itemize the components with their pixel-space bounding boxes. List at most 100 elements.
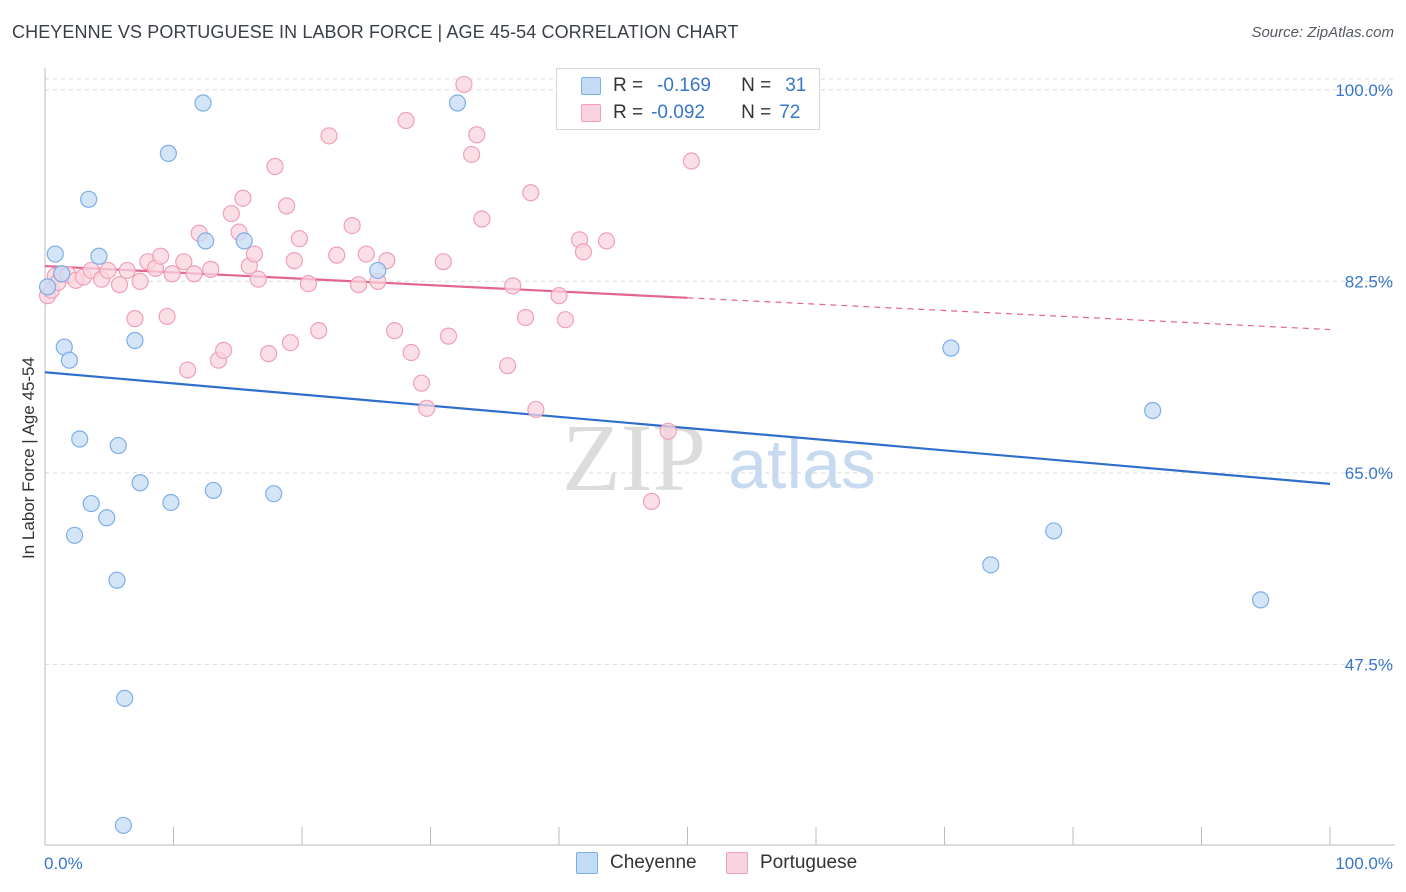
cheyenne-point [60, 351, 79, 369]
portuguese-point [455, 75, 473, 94]
portuguese-point [290, 230, 309, 248]
cheyenne-swatch [576, 852, 598, 874]
cheyenne-point [982, 556, 1000, 574]
cheyenne-point [235, 232, 253, 250]
portuguese-point [110, 276, 129, 294]
portuguese-point [277, 197, 296, 215]
y-axis-label: In Labor Force | Age 45-54 [19, 357, 38, 559]
chart-title: CHEYENNE VS PORTUGUESE IN LABOR FORCE | … [12, 22, 739, 42]
portuguese-point [499, 357, 517, 375]
portuguese-point [357, 245, 375, 263]
cheyenne-point [204, 481, 222, 500]
portuguese-point [468, 126, 486, 144]
portuguese-point [439, 327, 458, 345]
legend-row-portuguese: R = -0.092 N = 72 [581, 101, 800, 125]
portuguese-point [245, 245, 264, 263]
legend-r-value: -0.169 [657, 75, 711, 96]
portuguese-point [385, 322, 404, 340]
cheyenne-point [65, 526, 84, 544]
portuguese-point [397, 111, 415, 130]
cheyenne-point [194, 94, 212, 112]
cheyenne-point [1144, 401, 1162, 420]
portuguese-point [175, 253, 193, 271]
cheyenne-point [98, 509, 116, 527]
x-tick-label: 0.0% [44, 854, 83, 873]
tick-labels: 47.5% 65.0% 82.5% 100.0% 0.0% 100.0% [44, 81, 1393, 873]
portuguese-point [259, 345, 278, 363]
portuguese-point [126, 310, 144, 328]
portuguese-point [158, 307, 176, 326]
legend-r-label: R = [613, 102, 644, 123]
cheyenne-point [46, 245, 64, 263]
cheyenne-point [109, 436, 127, 455]
x-tick-label: 100.0% [1335, 854, 1393, 873]
portuguese-point [202, 260, 220, 278]
cheyenne-point [90, 247, 108, 265]
bottom-legend-cheyenne: Cheyenne [576, 852, 697, 874]
portuguese-point [320, 127, 338, 145]
cheyenne-point [448, 94, 467, 112]
portuguese-point [131, 272, 149, 291]
portuguese-point [434, 253, 452, 271]
portuguese-point [118, 261, 136, 280]
portuguese-point [343, 216, 361, 235]
cheyenne-point [131, 474, 149, 492]
y-tick-label: 100.0% [1335, 81, 1393, 100]
portuguese-point [418, 399, 436, 417]
portuguese-point [152, 247, 170, 265]
portuguese-point [659, 422, 677, 440]
legend-n-value: 72 [779, 102, 801, 123]
cheyenne-point [114, 816, 132, 834]
portuguese-point [556, 311, 575, 329]
cheyenne-point [265, 485, 283, 503]
portuguese-point [266, 157, 284, 176]
bottom-legend-portuguese: Portuguese [726, 852, 857, 874]
legend-row-cheyenne: R = -0.169 N = 31 [581, 74, 806, 98]
cheyenne-point [942, 339, 960, 357]
cheyenne-point [1045, 522, 1063, 540]
portuguese-point [310, 322, 328, 340]
portuguese-point [349, 276, 368, 294]
cheyenne-point [162, 493, 180, 512]
portuguese-point [299, 274, 318, 293]
legend-r-value: -0.092 [651, 102, 705, 123]
cheyenne-point [38, 278, 57, 296]
cheyenne-point [116, 689, 134, 707]
cheyenne-point [197, 232, 215, 250]
portuguese-point [222, 204, 240, 223]
cheyenne-point [126, 331, 144, 350]
portuguese-point [597, 232, 616, 250]
y-tick-label: 65.0% [1345, 464, 1393, 483]
portuguese-point [328, 246, 346, 264]
legend-n-label: N = [741, 102, 772, 123]
portuguese-point [412, 374, 431, 392]
legend-item-label: Portuguese [760, 852, 858, 873]
portuguese-point [642, 492, 661, 510]
data-points [38, 75, 1270, 834]
cheyenne-point [82, 494, 100, 513]
portuguese-point [504, 277, 522, 295]
legend-r-label: R = [613, 75, 644, 96]
cheyenne-trend-line [44, 371, 1331, 485]
axes [44, 68, 1395, 846]
portuguese-point [527, 400, 545, 419]
legend-item-label: Cheyenne [610, 852, 697, 873]
gridlines [45, 78, 1395, 665]
y-tick-label: 47.5% [1345, 655, 1393, 674]
portuguese-point [215, 341, 233, 359]
y-tick-label: 82.5% [1345, 272, 1393, 291]
portuguese-point [179, 361, 197, 379]
watermark-atlas: atlas [728, 425, 876, 503]
stats-legend: R = -0.169 N = 31 R = -0.092 N = 72 [556, 68, 820, 130]
cheyenne-point [159, 144, 177, 162]
portuguese-point [185, 265, 203, 283]
legend-n-label: N = [741, 75, 772, 96]
portuguese-point [574, 243, 593, 261]
cheyenne-swatch [581, 77, 601, 95]
portuguese-point [522, 184, 540, 202]
portuguese-point [682, 152, 700, 170]
cheyenne-point [108, 571, 126, 589]
portuguese-swatch [581, 104, 601, 122]
portuguese-trend-line-extension [687, 297, 1331, 331]
